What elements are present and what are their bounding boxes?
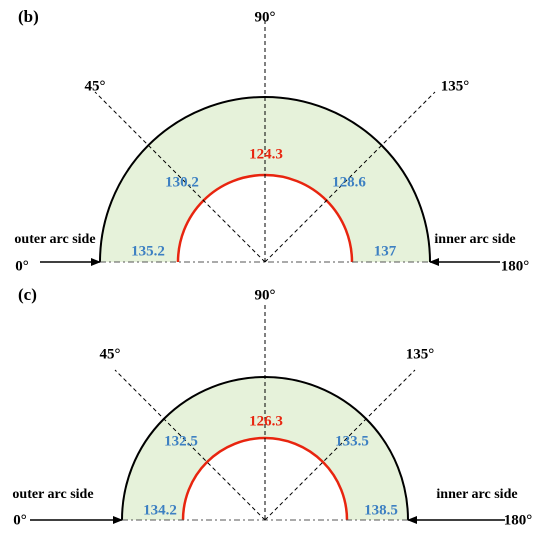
value-label: 135.2 <box>131 243 165 259</box>
value-label: 128.6 <box>332 174 366 190</box>
value-label: 126.3 <box>249 413 283 429</box>
axis-135 <box>264 91 436 263</box>
axis-45 <box>114 369 266 521</box>
angle-label: 45° <box>85 78 106 94</box>
value-label: 138.5 <box>364 502 398 518</box>
value-label: 134.2 <box>143 502 177 518</box>
panel: (c) 0° 45° 90° 135° 180° outer arc side inner a… <box>12 285 532 529</box>
axis-135 <box>264 369 416 521</box>
angle-label: 135° <box>441 78 470 94</box>
axis-45 <box>94 91 266 263</box>
side-label: inner arc side <box>436 487 517 502</box>
angle-label: 0° <box>15 258 29 274</box>
value-label: 133.5 <box>335 433 369 449</box>
side-label: outer arc side <box>12 487 93 502</box>
annulus-fill <box>100 97 430 262</box>
side-label: outer arc side <box>14 232 95 247</box>
angle-label: 90° <box>255 287 276 303</box>
value-label: 130.2 <box>165 174 199 190</box>
panel-label: (c) <box>18 285 37 304</box>
value-label: 132.5 <box>164 433 198 449</box>
angle-label: 135° <box>406 346 435 362</box>
angle-label: 0° <box>13 512 27 528</box>
angle-label: 180° <box>501 258 530 274</box>
value-label: 137 <box>374 243 397 259</box>
value-label: 124.3 <box>249 146 283 162</box>
angle-label: 90° <box>255 9 276 25</box>
panel-label: (b) <box>18 7 39 26</box>
panel: (b) 0° 45° 90° 135° 180° outer arc side inner a… <box>14 7 529 275</box>
side-label: inner arc side <box>434 232 515 247</box>
annulus-fill <box>122 377 408 520</box>
angle-label: 180° <box>504 512 533 528</box>
angle-label: 45° <box>100 346 121 362</box>
